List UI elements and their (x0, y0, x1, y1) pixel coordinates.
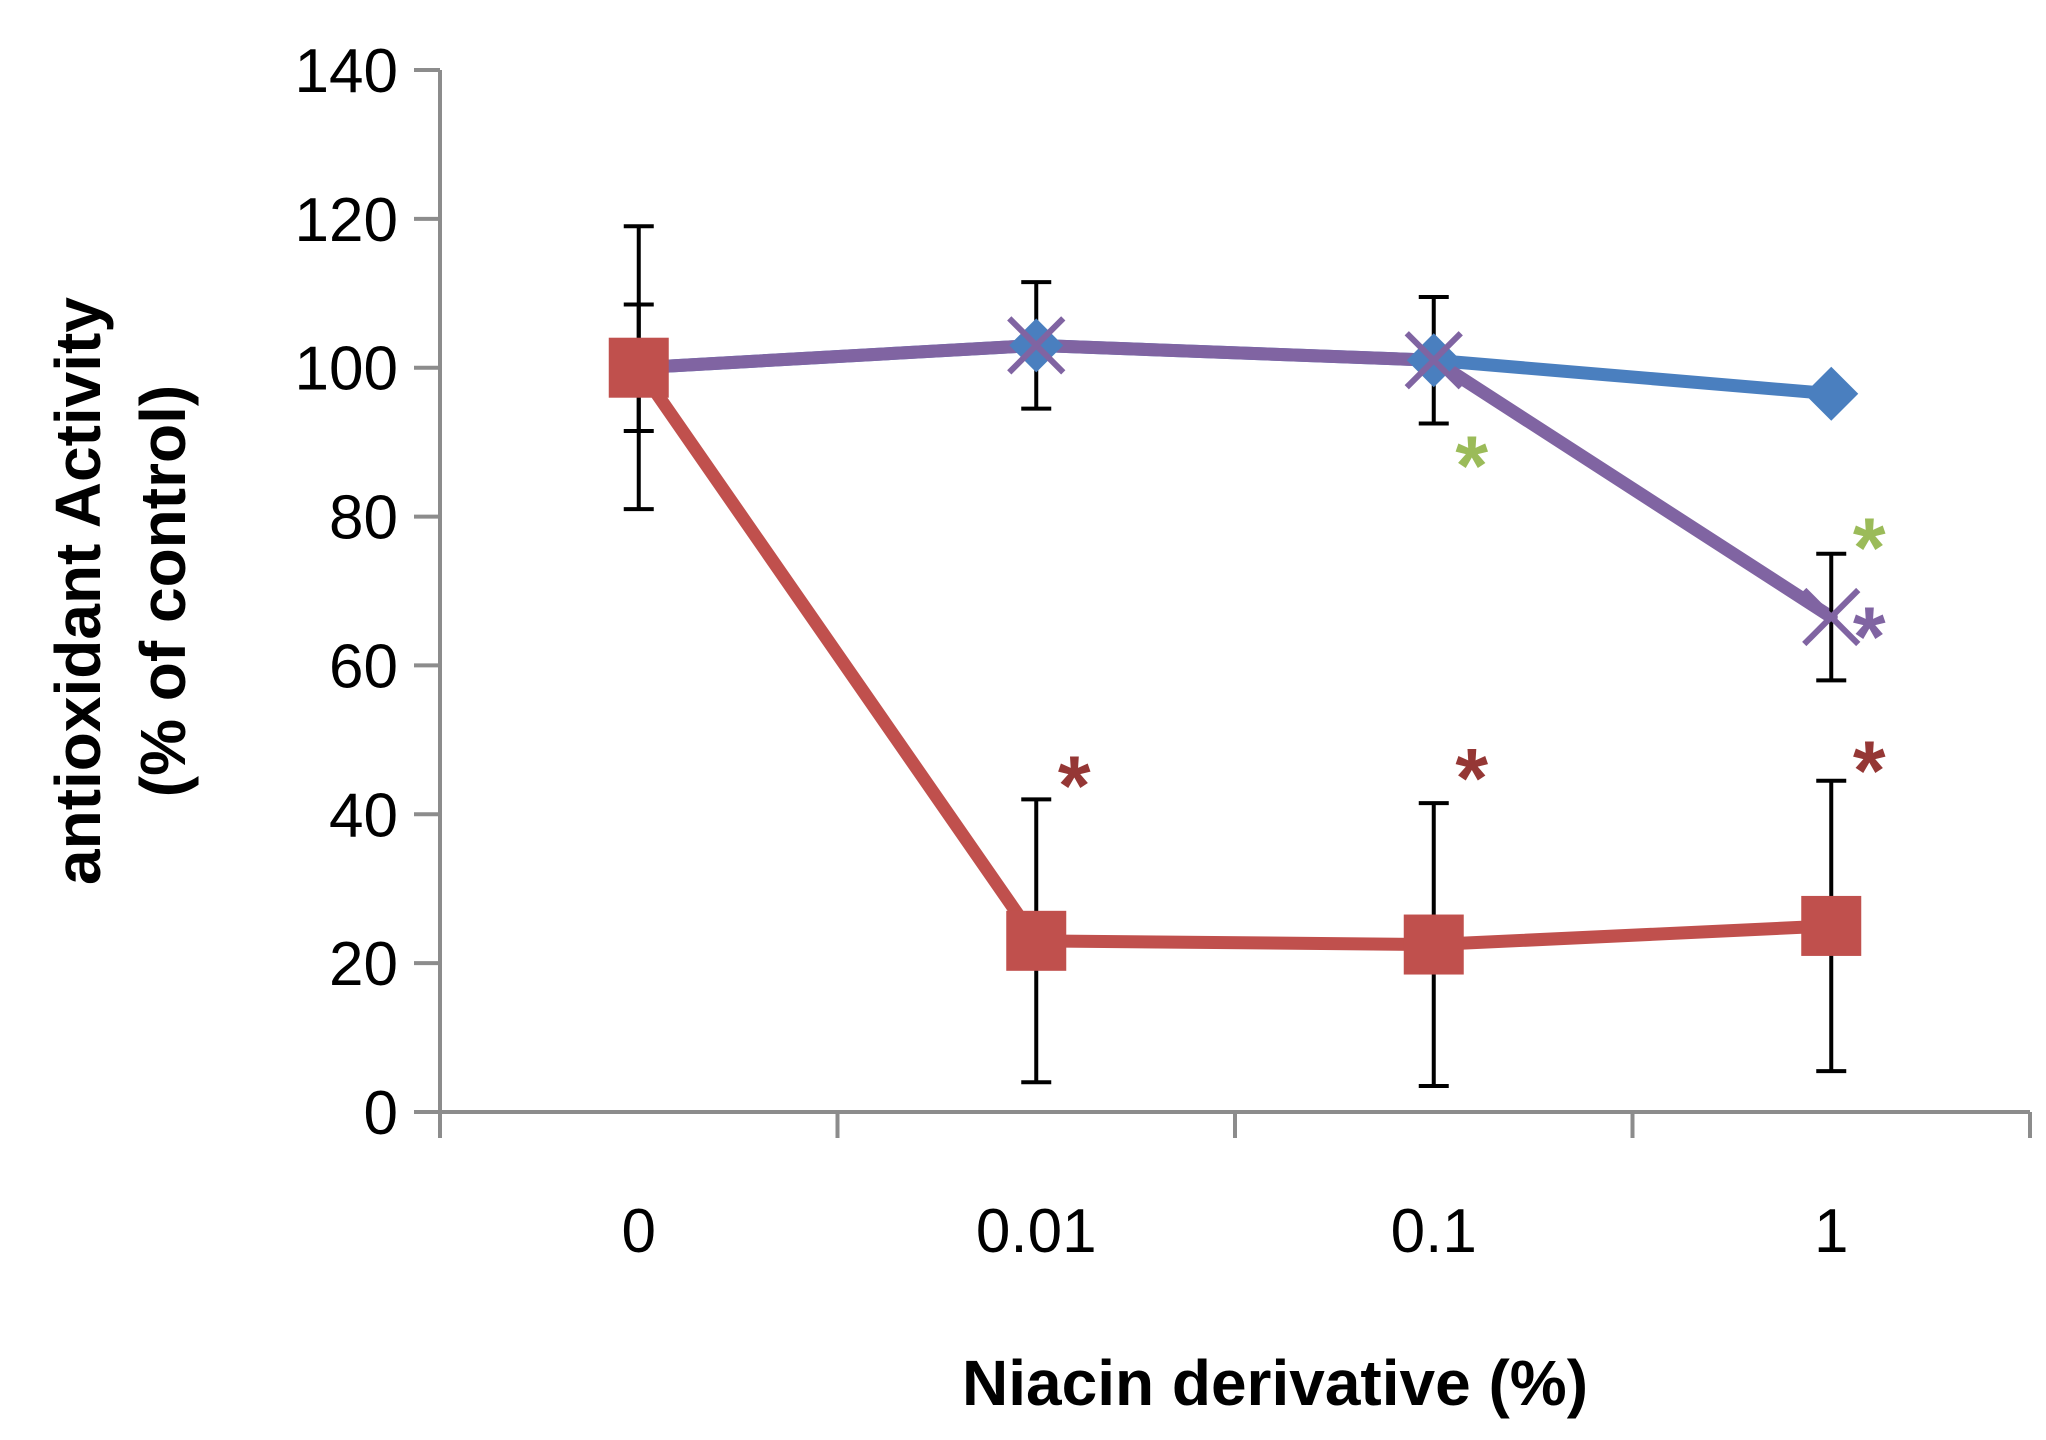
significance-star: * (1853, 724, 1886, 818)
x-axis-title: Niacin derivative (%) (962, 1347, 1588, 1419)
data-point-x (1802, 587, 1861, 647)
data-point-x (1007, 316, 1066, 375)
y-tick-label: 60 (329, 632, 398, 701)
y-tick-label: 140 (295, 37, 398, 106)
series-line-3 (632, 338, 1838, 624)
x-tick-label: 0.01 (976, 1197, 1097, 1266)
y-tick-label: 80 (329, 484, 398, 553)
y-tick-label: 40 (329, 781, 398, 850)
y-tick-label: 100 (295, 335, 398, 404)
data-point-diamond (1804, 366, 1859, 421)
series-lines (632, 338, 1838, 952)
significance-star: * (1455, 418, 1488, 512)
significance-star: * (1853, 500, 1886, 594)
data-point-square (608, 337, 669, 398)
x-ticks: 0 0.01 0.1 1 (438, 1112, 2032, 1266)
series-line-2 (632, 361, 1838, 952)
significance-star: * (1455, 731, 1488, 825)
x-tick-label: 0.1 (1391, 1197, 1477, 1266)
significance-star: * (1058, 739, 1091, 833)
y-axis-title-line1: antioxidant Activity (42, 297, 114, 885)
y-tick-label: 0 (364, 1079, 398, 1148)
y-tick-label: 20 (329, 930, 398, 999)
y-tick-label: 120 (295, 186, 398, 255)
data-point-x-stroke (1404, 331, 1463, 390)
data-point-x-stroke (1802, 587, 1861, 647)
y-axis-title: antioxidant Activity (% of control) (42, 297, 199, 885)
y-axis-title-line2: (% of control) (127, 385, 199, 797)
data-point-x-stroke (1007, 316, 1066, 375)
significance-star: * (1853, 590, 1886, 684)
data-point-x (1404, 331, 1463, 390)
data-point-square (1801, 895, 1862, 956)
x-tick-label: 1 (1814, 1197, 1848, 1266)
data-markers (608, 316, 1862, 975)
significance-annotations: **** * * (1058, 418, 1886, 832)
data-point-square (1403, 914, 1464, 975)
data-point-square (1006, 910, 1067, 971)
x-tick-label: 0 (622, 1197, 656, 1266)
y-ticks: 0 20 40 60 80 100 120 140 (295, 37, 440, 1148)
